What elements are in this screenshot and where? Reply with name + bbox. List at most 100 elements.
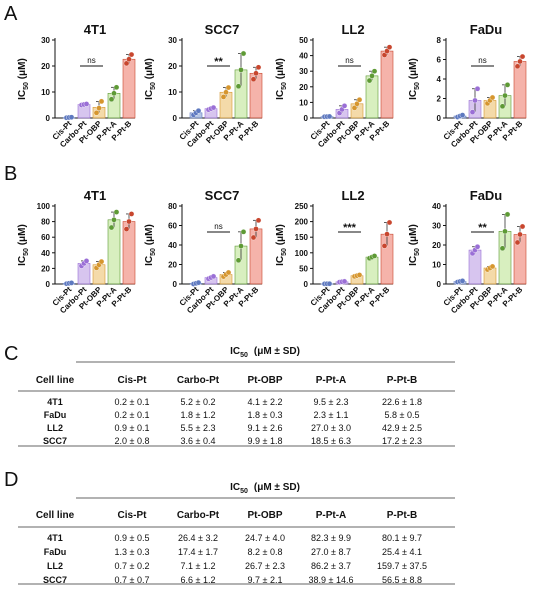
y-axis-label-main: IC [144,90,155,100]
table-header: IC50 (μM ± SD) [230,482,300,495]
chart-title: LL2 [341,188,364,203]
table-cell: 0.7 ± 0.2 [115,561,150,571]
row-label: FaDu [44,410,67,420]
data-point [83,101,90,107]
y-tick-label: 60 [168,222,177,231]
column-header: P-Pt-A [316,375,347,386]
significance-label: ns [214,222,222,231]
data-point [469,109,476,115]
table-cell: 6.6 ± 1.2 [181,575,216,585]
y-axis-label-main: IC [408,90,419,100]
y-axis-label-subscript: 50 [23,82,30,90]
table-cell: 18.5 ± 6.3 [311,436,351,446]
table-header-main: IC [230,346,240,357]
y-tick-label: 20 [168,62,177,71]
row-label: FaDu [44,547,67,557]
y-tick-label: 250 [295,202,309,211]
y-axis-label-unit: (μM) [144,58,155,82]
y-tick-label: 6 [437,56,442,65]
table-cell: 17.2 ± 2.3 [382,436,422,446]
data-point [517,231,523,238]
data-point [96,105,102,111]
table-cell: 26.7 ± 2.3 [245,561,285,571]
data-point [514,63,521,70]
y-axis-label-main: IC [275,256,286,266]
y-tick-label: 0 [173,114,178,123]
row-label: LL2 [47,561,63,571]
data-point [504,211,511,218]
data-point [519,53,526,60]
data-point [123,226,130,232]
data-point [223,89,229,96]
data-point [220,94,227,100]
significance-label: ns [478,56,486,65]
data-point [472,97,478,104]
y-tick-label: 150 [295,233,309,242]
panel-letter-a: A [4,3,18,25]
data-point [366,77,373,84]
y-axis-label: IC50 (μM) [275,58,288,100]
table-header-main: IC [230,482,240,493]
panel-letter-b: B [4,163,17,185]
table-cell: 9.7 ± 2.1 [248,575,283,585]
table-cell: 5.5 ± 2.3 [181,423,216,433]
table-cell: 0.2 ± 0.1 [115,410,150,420]
column-header: Cell line [36,510,75,521]
y-tick-label: 0 [304,114,309,123]
y-axis-label-main: IC [17,90,28,100]
table-header-subscript: 50 [240,352,248,359]
y-tick-label: 60 [41,233,50,242]
y-axis-label: IC50 (μM) [144,58,157,100]
y-axis-label-subscript: 50 [23,248,30,256]
table-d: IC50 (μM ± SD) Cell line Cis-Pt Carbo-Pt Pt-O… [18,482,455,585]
table-cell: 2.3 ± 1.1 [314,410,349,420]
y-axis-label: IC50 (μM) [408,58,421,100]
column-header: P-Pt-A [316,510,347,521]
table-cell: 22.6 ± 1.8 [382,397,422,407]
data-point [255,217,262,224]
chart-title: 4T1 [84,188,106,203]
data-point [195,107,202,114]
data-point [93,110,100,116]
y-axis-label-unit: (μM) [408,58,419,82]
y-tick-label: 0 [304,280,309,289]
data-point [225,269,232,276]
data-point [341,278,348,285]
row-label: LL2 [47,423,63,433]
data-point [371,253,378,259]
column-header: Cis-Pt [118,510,148,521]
y-tick-label: 10 [432,261,441,270]
column-header: Carbo-Pt [177,375,220,386]
column-header: Carbo-Pt [177,510,220,521]
y-tick-label: 20 [168,261,177,270]
data-point [502,92,508,99]
y-tick-label: 0 [437,280,442,289]
table-cell: 1.8 ± 0.3 [248,410,283,420]
table-header-subscript: 50 [240,488,248,495]
y-tick-label: 0 [173,280,178,289]
table-cell: 8.2 ± 0.8 [248,547,283,557]
table-cell: 27.0 ± 8.7 [311,547,351,557]
y-axis-label: IC50 (μM) [275,224,288,266]
column-header: P-Pt-B [387,375,418,386]
data-point [356,272,363,278]
data-point [499,245,506,252]
y-tick-label: 100 [37,202,51,211]
data-point [341,103,348,109]
y-axis-label-main: IC [275,90,286,100]
data-point [238,67,244,73]
data-point [68,114,75,121]
data-point [517,58,523,65]
data-point [502,228,508,235]
table-cell: 1.8 ± 1.2 [181,410,216,420]
data-point [126,56,132,63]
data-point [113,84,120,91]
y-axis-label-main: IC [17,256,28,266]
y-tick-label: 30 [432,222,441,231]
table-cell: 25.4 ± 4.1 [382,547,422,557]
chart-title: FaDu [470,22,503,37]
data-point [474,243,481,250]
